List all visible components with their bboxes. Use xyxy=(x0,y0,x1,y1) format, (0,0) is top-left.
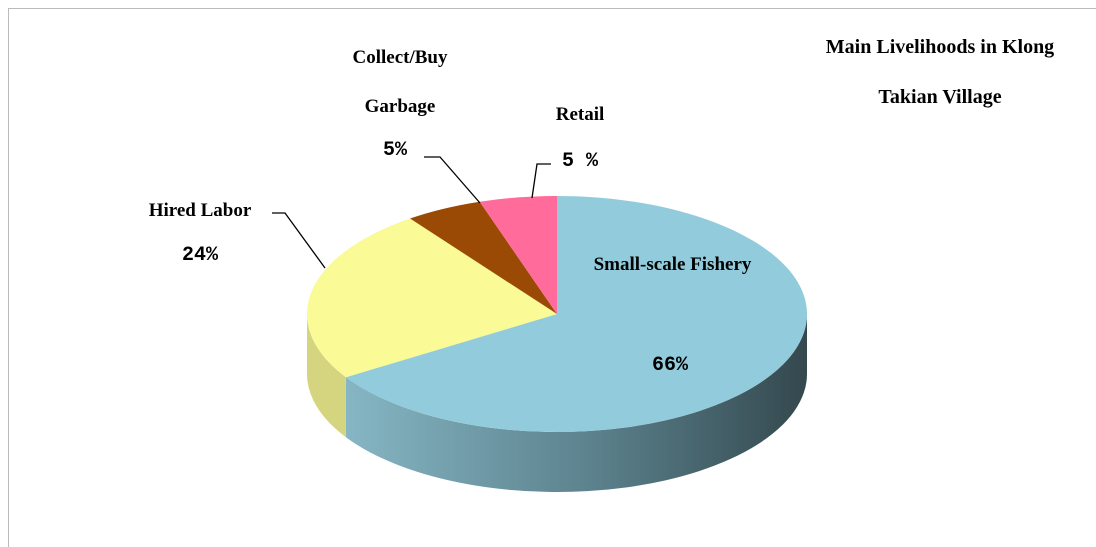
chart-frame xyxy=(8,8,1096,547)
value-label: 5 % xyxy=(561,150,598,173)
slice-label: Retail xyxy=(555,104,605,125)
chart-title: Main Livelihoods in Klong Takian Village xyxy=(825,36,1055,108)
leader-line xyxy=(272,212,326,269)
slice-side xyxy=(345,314,808,493)
slice xyxy=(479,196,557,314)
slice-label: Collect/Buy Garbage xyxy=(352,47,448,117)
slice-label: Hired Labor xyxy=(148,200,252,221)
value-label: 66% xyxy=(651,354,688,377)
pie-sides xyxy=(307,314,808,493)
leader-line xyxy=(424,156,481,204)
leader-line xyxy=(531,163,551,199)
value-label: 24% xyxy=(181,244,218,267)
slice-label: Small-scale Fishery xyxy=(593,254,752,275)
slice-side xyxy=(307,314,346,438)
pie-tops xyxy=(307,196,807,432)
slice xyxy=(410,201,557,314)
slice xyxy=(345,196,807,432)
value-label: 5% xyxy=(382,139,407,162)
slice xyxy=(307,218,557,378)
